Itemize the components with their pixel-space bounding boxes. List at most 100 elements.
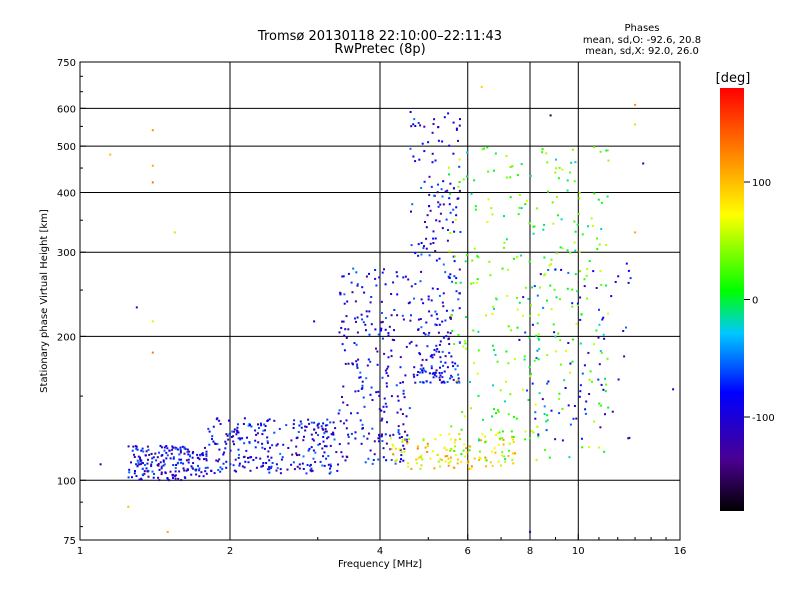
data-point (266, 455, 269, 458)
data-point (552, 222, 555, 225)
data-point (312, 449, 315, 452)
data-point (378, 440, 380, 443)
data-point (215, 418, 218, 421)
data-point (308, 447, 311, 450)
data-point (311, 438, 314, 441)
data-point (463, 415, 466, 418)
data-point (165, 457, 168, 460)
data-point (546, 161, 549, 164)
data-point (347, 272, 350, 275)
data-point (323, 432, 326, 435)
data-point (370, 386, 373, 389)
data-point (205, 472, 208, 475)
data-point (458, 307, 461, 310)
data-point (341, 275, 344, 278)
data-point (596, 248, 599, 251)
data-point (233, 469, 236, 472)
data-point (142, 450, 145, 453)
data-point (393, 309, 396, 311)
data-point (361, 384, 364, 387)
data-point (490, 450, 493, 453)
data-point (418, 456, 421, 459)
data-point (454, 438, 457, 441)
data-point (628, 436, 631, 439)
data-point (236, 430, 239, 432)
data-point (442, 305, 445, 308)
data-point (153, 473, 155, 475)
data-point (402, 381, 404, 384)
data-point (173, 475, 176, 478)
data-point (356, 365, 359, 367)
data-point (566, 249, 569, 252)
data-point (296, 436, 299, 439)
data-point (410, 340, 413, 343)
data-point (443, 116, 446, 119)
data-point (262, 462, 265, 464)
data-point (423, 125, 426, 128)
data-point (514, 452, 516, 455)
data-point (260, 465, 263, 468)
data-point (271, 444, 274, 447)
data-point (268, 466, 271, 468)
data-point (147, 469, 150, 472)
data-point (495, 297, 497, 300)
y-tick-label: 100 (57, 476, 76, 487)
data-point (443, 446, 446, 449)
data-point (134, 470, 136, 472)
data-point (543, 223, 546, 226)
data-point (235, 433, 238, 436)
data-point (600, 351, 603, 354)
data-point (435, 350, 438, 353)
data-point (554, 350, 557, 353)
data-point (378, 435, 381, 438)
data-point (458, 189, 461, 192)
data-point (203, 458, 205, 461)
data-point (326, 418, 329, 421)
data-point (361, 427, 364, 430)
data-point (438, 350, 441, 353)
data-point (446, 239, 449, 242)
data-point (458, 165, 461, 168)
data-point (400, 451, 403, 453)
data-point (569, 371, 572, 374)
data-point (298, 463, 301, 466)
data-point (507, 413, 510, 416)
data-point (428, 331, 431, 334)
data-point (507, 362, 510, 365)
data-point (396, 293, 399, 296)
data-point (559, 246, 562, 249)
data-point (422, 439, 425, 442)
data-point (187, 468, 189, 471)
data-point (452, 187, 455, 190)
data-point (218, 458, 221, 461)
data-point (181, 445, 184, 448)
data-point (433, 118, 436, 121)
data-point (480, 439, 482, 442)
x-tick-label: 6 (465, 546, 471, 557)
data-point (356, 316, 359, 319)
data-point (551, 201, 554, 204)
data-point (494, 152, 497, 155)
data-point (356, 284, 359, 287)
data-point (365, 275, 368, 278)
data-point (590, 217, 593, 220)
data-point (574, 230, 577, 233)
data-point (428, 254, 431, 257)
data-point (581, 437, 583, 440)
data-point (415, 462, 418, 465)
data-point (449, 317, 452, 320)
data-point (190, 465, 193, 468)
data-point (529, 375, 532, 378)
data-point (532, 225, 535, 228)
data-point (422, 381, 425, 384)
data-point (449, 192, 452, 195)
data-point (225, 442, 228, 445)
data-point (378, 276, 381, 279)
data-point (503, 455, 506, 458)
data-point (529, 372, 532, 375)
data-point (261, 464, 264, 467)
data-point (345, 419, 348, 422)
data-point (356, 366, 359, 369)
data-point (536, 294, 539, 297)
data-point (435, 369, 438, 372)
